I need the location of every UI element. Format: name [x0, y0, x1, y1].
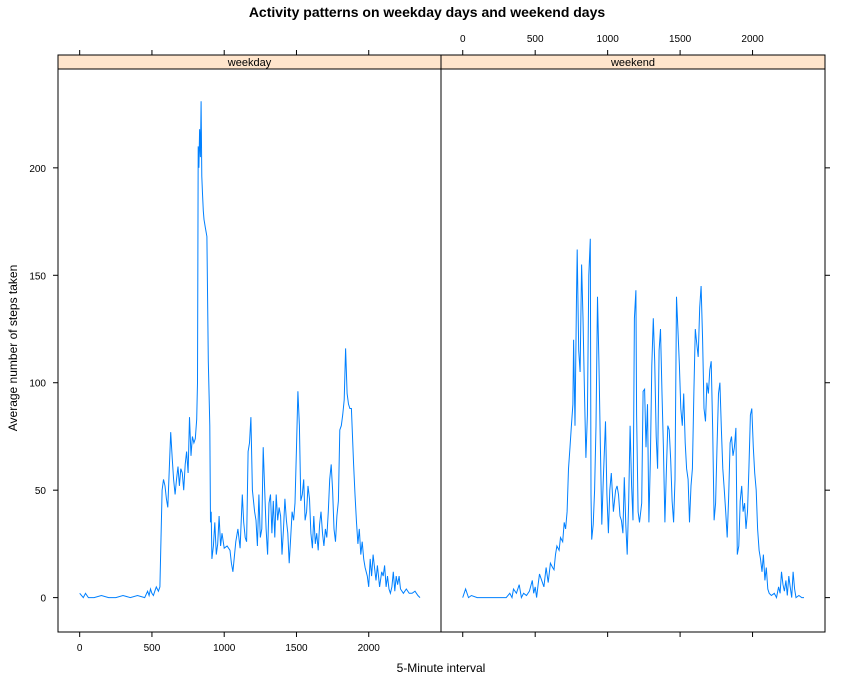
x-tick-label: 1000 [213, 643, 236, 654]
y-tick-label: 100 [29, 379, 46, 390]
x-tick-label: 500 [527, 34, 544, 45]
x-tick-label: 1500 [285, 643, 308, 654]
panel-frame-weekday [57, 68, 442, 633]
y-tick-label: 200 [29, 164, 46, 175]
x-tick-label: 1500 [669, 34, 692, 45]
x-tick-label: 2000 [358, 643, 381, 654]
x-tick-label: 0 [77, 643, 83, 654]
strip-label-weekday: weekday [227, 57, 272, 69]
y-axis-label: Average number of steps taken [6, 265, 20, 432]
series-line-weekday [79, 101, 421, 599]
y-tick-label: 0 [40, 594, 46, 605]
y-tick-label: 50 [35, 486, 47, 497]
y-tick-label: 150 [29, 271, 46, 282]
strip-label-weekend: weekend [610, 57, 655, 69]
chart-title: Activity patterns on weekday days and we… [249, 4, 606, 20]
x-tick-label: 0 [460, 34, 466, 45]
x-axis-label: 5-Minute interval [397, 661, 486, 675]
series-line-weekend [462, 238, 804, 600]
panel-frame-weekend [440, 68, 826, 633]
x-tick-label: 2000 [741, 34, 764, 45]
x-tick-label: 1000 [597, 34, 620, 45]
x-tick-label: 500 [144, 643, 161, 654]
